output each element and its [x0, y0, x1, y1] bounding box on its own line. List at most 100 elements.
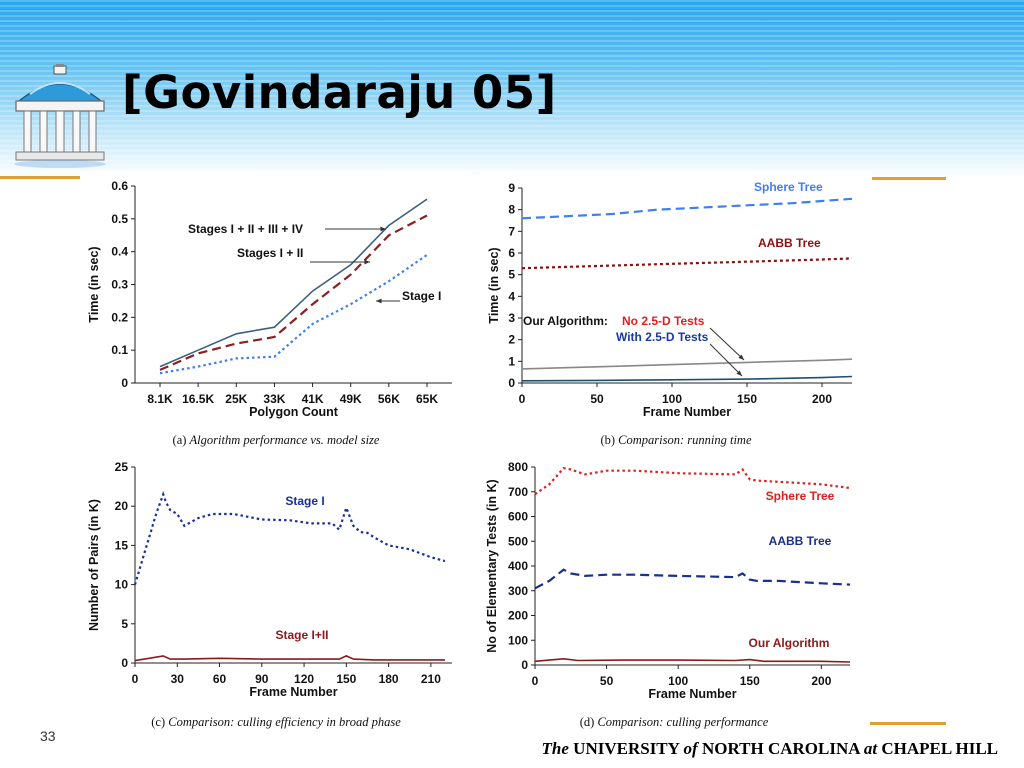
y-tick-label: 15	[115, 538, 129, 552]
y-tick-label: 4	[508, 289, 515, 303]
x-tick-label: 33K	[263, 392, 285, 406]
x-tick-label: 60	[213, 672, 227, 686]
caption-c-prefix: (c)	[151, 715, 169, 729]
label-stages-1-4: Stages I + II + III + IV	[188, 222, 303, 236]
caption-a-prefix: (a)	[172, 433, 190, 447]
x-tick-label: 8.1K	[147, 392, 173, 406]
y-tick-label: 0.6	[111, 179, 128, 193]
chart-b: 0 1 2 3 4 5 6 7 8 9 0 50 100 150 200 Frame Number Time (…	[487, 180, 853, 419]
y-tick-label: 0.3	[111, 278, 128, 292]
label-stage-1-2: Stage I+II	[275, 628, 328, 642]
y-axis-title: Time (in sec)	[87, 246, 101, 322]
x-tick-label: 0	[532, 674, 539, 688]
y-tick-label: 300	[508, 584, 528, 598]
arrow-stages-1-2-head	[364, 259, 370, 265]
label-sphere-tree: Sphere Tree	[754, 180, 823, 194]
caption-a: (a) Algorithm performance vs. model size	[80, 433, 472, 448]
y-tick-label: 0.4	[111, 245, 128, 259]
x-tick-label: 150	[737, 392, 757, 406]
x-axis-title: Frame Number	[249, 685, 337, 699]
y-tick-label: 400	[508, 559, 528, 573]
arrow-no-2-5d	[709, 327, 745, 361]
divider-right	[868, 177, 946, 180]
arrow-with-2-5d	[709, 343, 743, 377]
y-tick-label: 0	[121, 376, 128, 390]
caption-b-prefix: (b)	[600, 433, 619, 447]
x-tick-label: 49K	[340, 392, 362, 406]
footer-part5: at	[863, 739, 878, 758]
y-tick-label: 5	[121, 617, 128, 631]
x-tick-label: 50	[600, 674, 614, 688]
y-tick-label: 0	[508, 376, 515, 390]
arrow-no-2-5d-head	[738, 354, 744, 360]
y-tick-label: 0.2	[111, 310, 128, 324]
x-tick-label: 65K	[416, 392, 438, 406]
footer-part4: NORTH CAROLINA	[697, 739, 864, 758]
chart-c: 0 5 10 15 20 25 0 30 60 90 120 150 180 210 Frame Numbe…	[87, 460, 452, 699]
slide-number: 33	[40, 728, 56, 744]
figure-a: 0 0.1 0.2 0.3 0.4 0.5 0.6 8.1K 16.5K 25K 33K 41K 49K…	[80, 172, 472, 455]
series-line-0	[521, 197, 853, 220]
y-tick-label: 700	[508, 485, 528, 499]
y-axis-title: Time (in sec)	[487, 247, 501, 323]
y-axis-title: Number of Pairs (in K)	[87, 499, 101, 631]
y-tick-label: 8	[508, 203, 515, 217]
y-tick-label: 800	[508, 460, 528, 474]
y-tick-label: 0	[121, 656, 128, 670]
caption-b: (b) Comparison: running time	[480, 433, 872, 448]
x-tick-label: 180	[379, 672, 399, 686]
series-line-0	[534, 467, 851, 496]
label-sphere-tree: Sphere Tree	[766, 489, 835, 503]
series-line-0	[159, 198, 428, 368]
x-axis-title: Polygon Count	[249, 405, 339, 419]
caption-d: (d) Comparison: culling performance	[478, 715, 870, 730]
label-with-2-5d: With 2.5-D Tests	[616, 330, 709, 344]
y-tick-label: 10	[115, 578, 129, 592]
series-line-3	[521, 375, 853, 382]
arrow-stage-1-head	[376, 298, 382, 304]
label-our-algorithm: Our Algorithm	[749, 636, 830, 650]
label-our-algorithm: Our Algorithm:	[523, 314, 608, 328]
figure-d: 0 100 200 300 400 500 600 700 800 0 50 100 150 200 Fra…	[478, 455, 870, 737]
x-tick-label: 100	[668, 674, 688, 688]
caption-c-text: Comparison: culling efficiency in broad …	[168, 715, 401, 729]
figure-b: 0 1 2 3 4 5 6 7 8 9 0 50 100 150 200 Frame Number Time (…	[480, 172, 872, 455]
label-no-2-5d: No 2.5-D Tests	[622, 314, 705, 328]
y-tick-label: 200	[508, 609, 528, 623]
y-tick-label: 7	[508, 224, 515, 238]
header-band	[0, 0, 1024, 178]
x-tick-label: 200	[811, 674, 831, 688]
series-line-2	[521, 358, 853, 370]
y-tick-label: 20	[115, 499, 129, 513]
label-stage-1: Stage I	[402, 289, 441, 303]
x-axis-title: Frame Number	[648, 687, 736, 701]
footer-university: The UNIVERSITY of NORTH CAROLINA at CHAP…	[542, 739, 998, 759]
figure-c: 0 5 10 15 20 25 0 30 60 90 120 150 180 210 Frame Numbe…	[80, 455, 472, 737]
series-line-1	[534, 568, 851, 590]
series-line-1	[134, 655, 445, 662]
x-tick-label: 0	[132, 672, 139, 686]
label-aabb-tree: AABB Tree	[758, 236, 821, 250]
y-tick-label: 1	[508, 354, 515, 368]
y-tick-label: 6	[508, 246, 515, 260]
chart-d: 0 100 200 300 400 500 600 700 800 0 50 100 150 200 Fra…	[485, 460, 851, 701]
x-tick-label: 16.5K	[182, 392, 214, 406]
y-tick-label: 2	[508, 333, 515, 347]
y-axis-title: No of Elementary Tests (in K)	[485, 479, 499, 652]
label-stage-1: Stage I	[285, 494, 324, 508]
footer-part6: CHAPEL HILL	[877, 739, 998, 758]
x-tick-label: 200	[812, 392, 832, 406]
series-line-2	[534, 657, 851, 663]
x-tick-label: 150	[336, 672, 356, 686]
footer-part1: The	[541, 739, 569, 758]
x-tick-label: 30	[171, 672, 185, 686]
chart-a: 0 0.1 0.2 0.3 0.4 0.5 0.6 8.1K 16.5K 25K 33K 41K 49K…	[87, 179, 452, 419]
arrow-stages-1-4-head	[380, 226, 386, 232]
x-tick-label: 56K	[378, 392, 400, 406]
old-well-icon	[14, 64, 106, 168]
x-tick-label: 90	[255, 672, 269, 686]
x-tick-label: 150	[740, 674, 760, 688]
x-tick-label: 25K	[225, 392, 247, 406]
x-tick-label: 100	[662, 392, 682, 406]
series-line-0	[133, 491, 446, 585]
